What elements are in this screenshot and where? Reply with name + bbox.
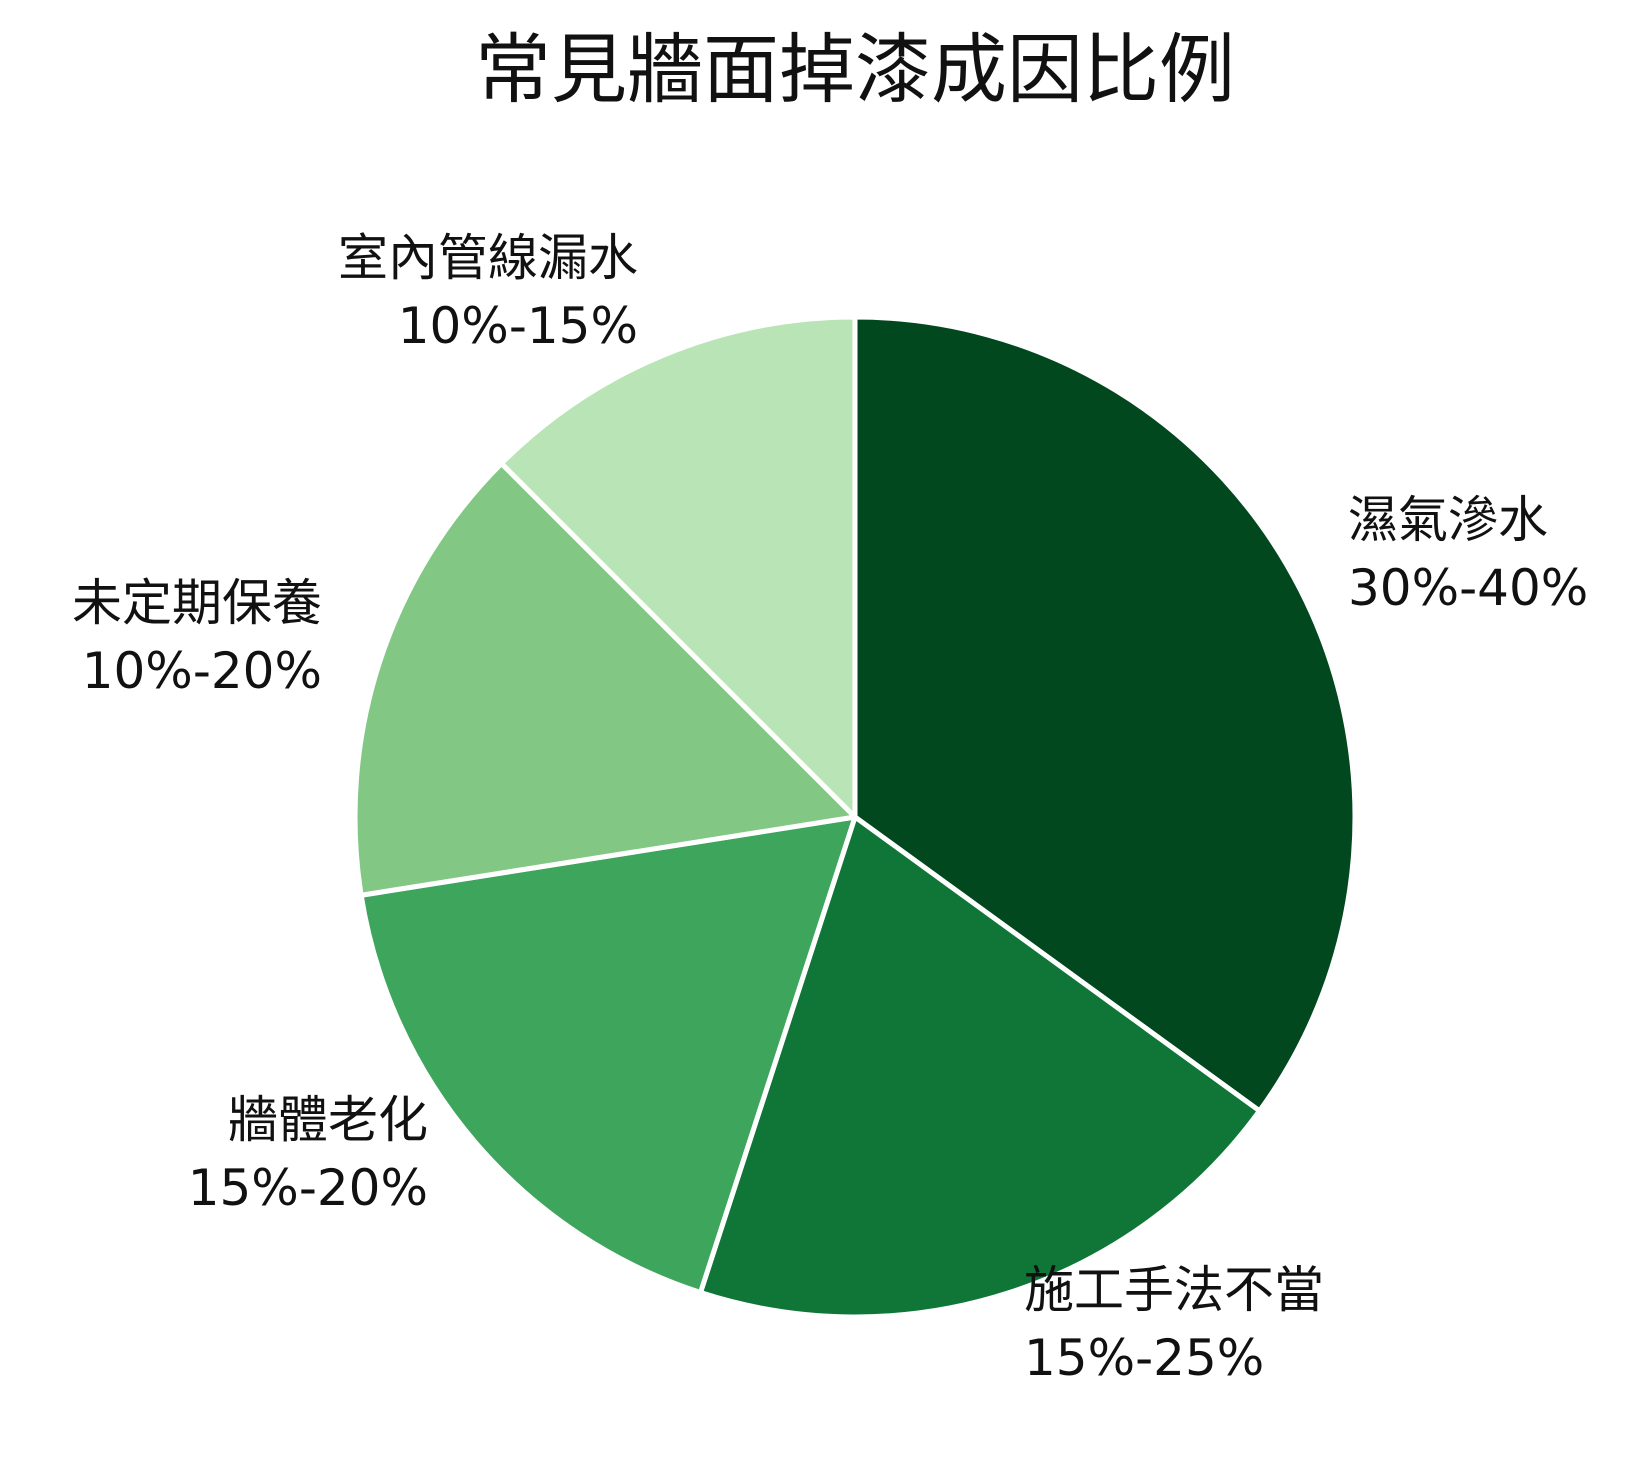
slice-label-3: 牆體老化	[228, 1091, 428, 1149]
pie-slice-4	[352, 460, 858, 898]
pie-slice-1	[852, 314, 1358, 1114]
chart-title: 常見牆面掉漆成因比例	[475, 25, 1235, 114]
slice-range-1: 30%-40%	[1348, 559, 1588, 617]
slice-range-3: 15%-20%	[188, 1159, 428, 1217]
slice-label-1: 濕氣滲水	[1348, 491, 1548, 549]
slice-label-5: 室內管線漏水	[338, 229, 638, 287]
slice-label-4: 未定期保養	[72, 574, 322, 632]
slice-range-5: 10%-15%	[398, 297, 638, 355]
pie-labels: 濕氣滲水 30%-40% 施工手法不當 15%-25% 牆體老化 15%-20% 未定期保養…	[72, 229, 1588, 1387]
pie-slice-5	[498, 314, 858, 820]
slice-label-2: 施工手法不當	[1024, 1261, 1324, 1319]
pie-slices	[352, 314, 1358, 1320]
pie-slice-2	[697, 814, 1263, 1320]
slice-range-2: 15%-25%	[1024, 1329, 1264, 1387]
pie-slice-3	[358, 814, 858, 1296]
slice-range-4: 10%-20%	[82, 642, 322, 700]
